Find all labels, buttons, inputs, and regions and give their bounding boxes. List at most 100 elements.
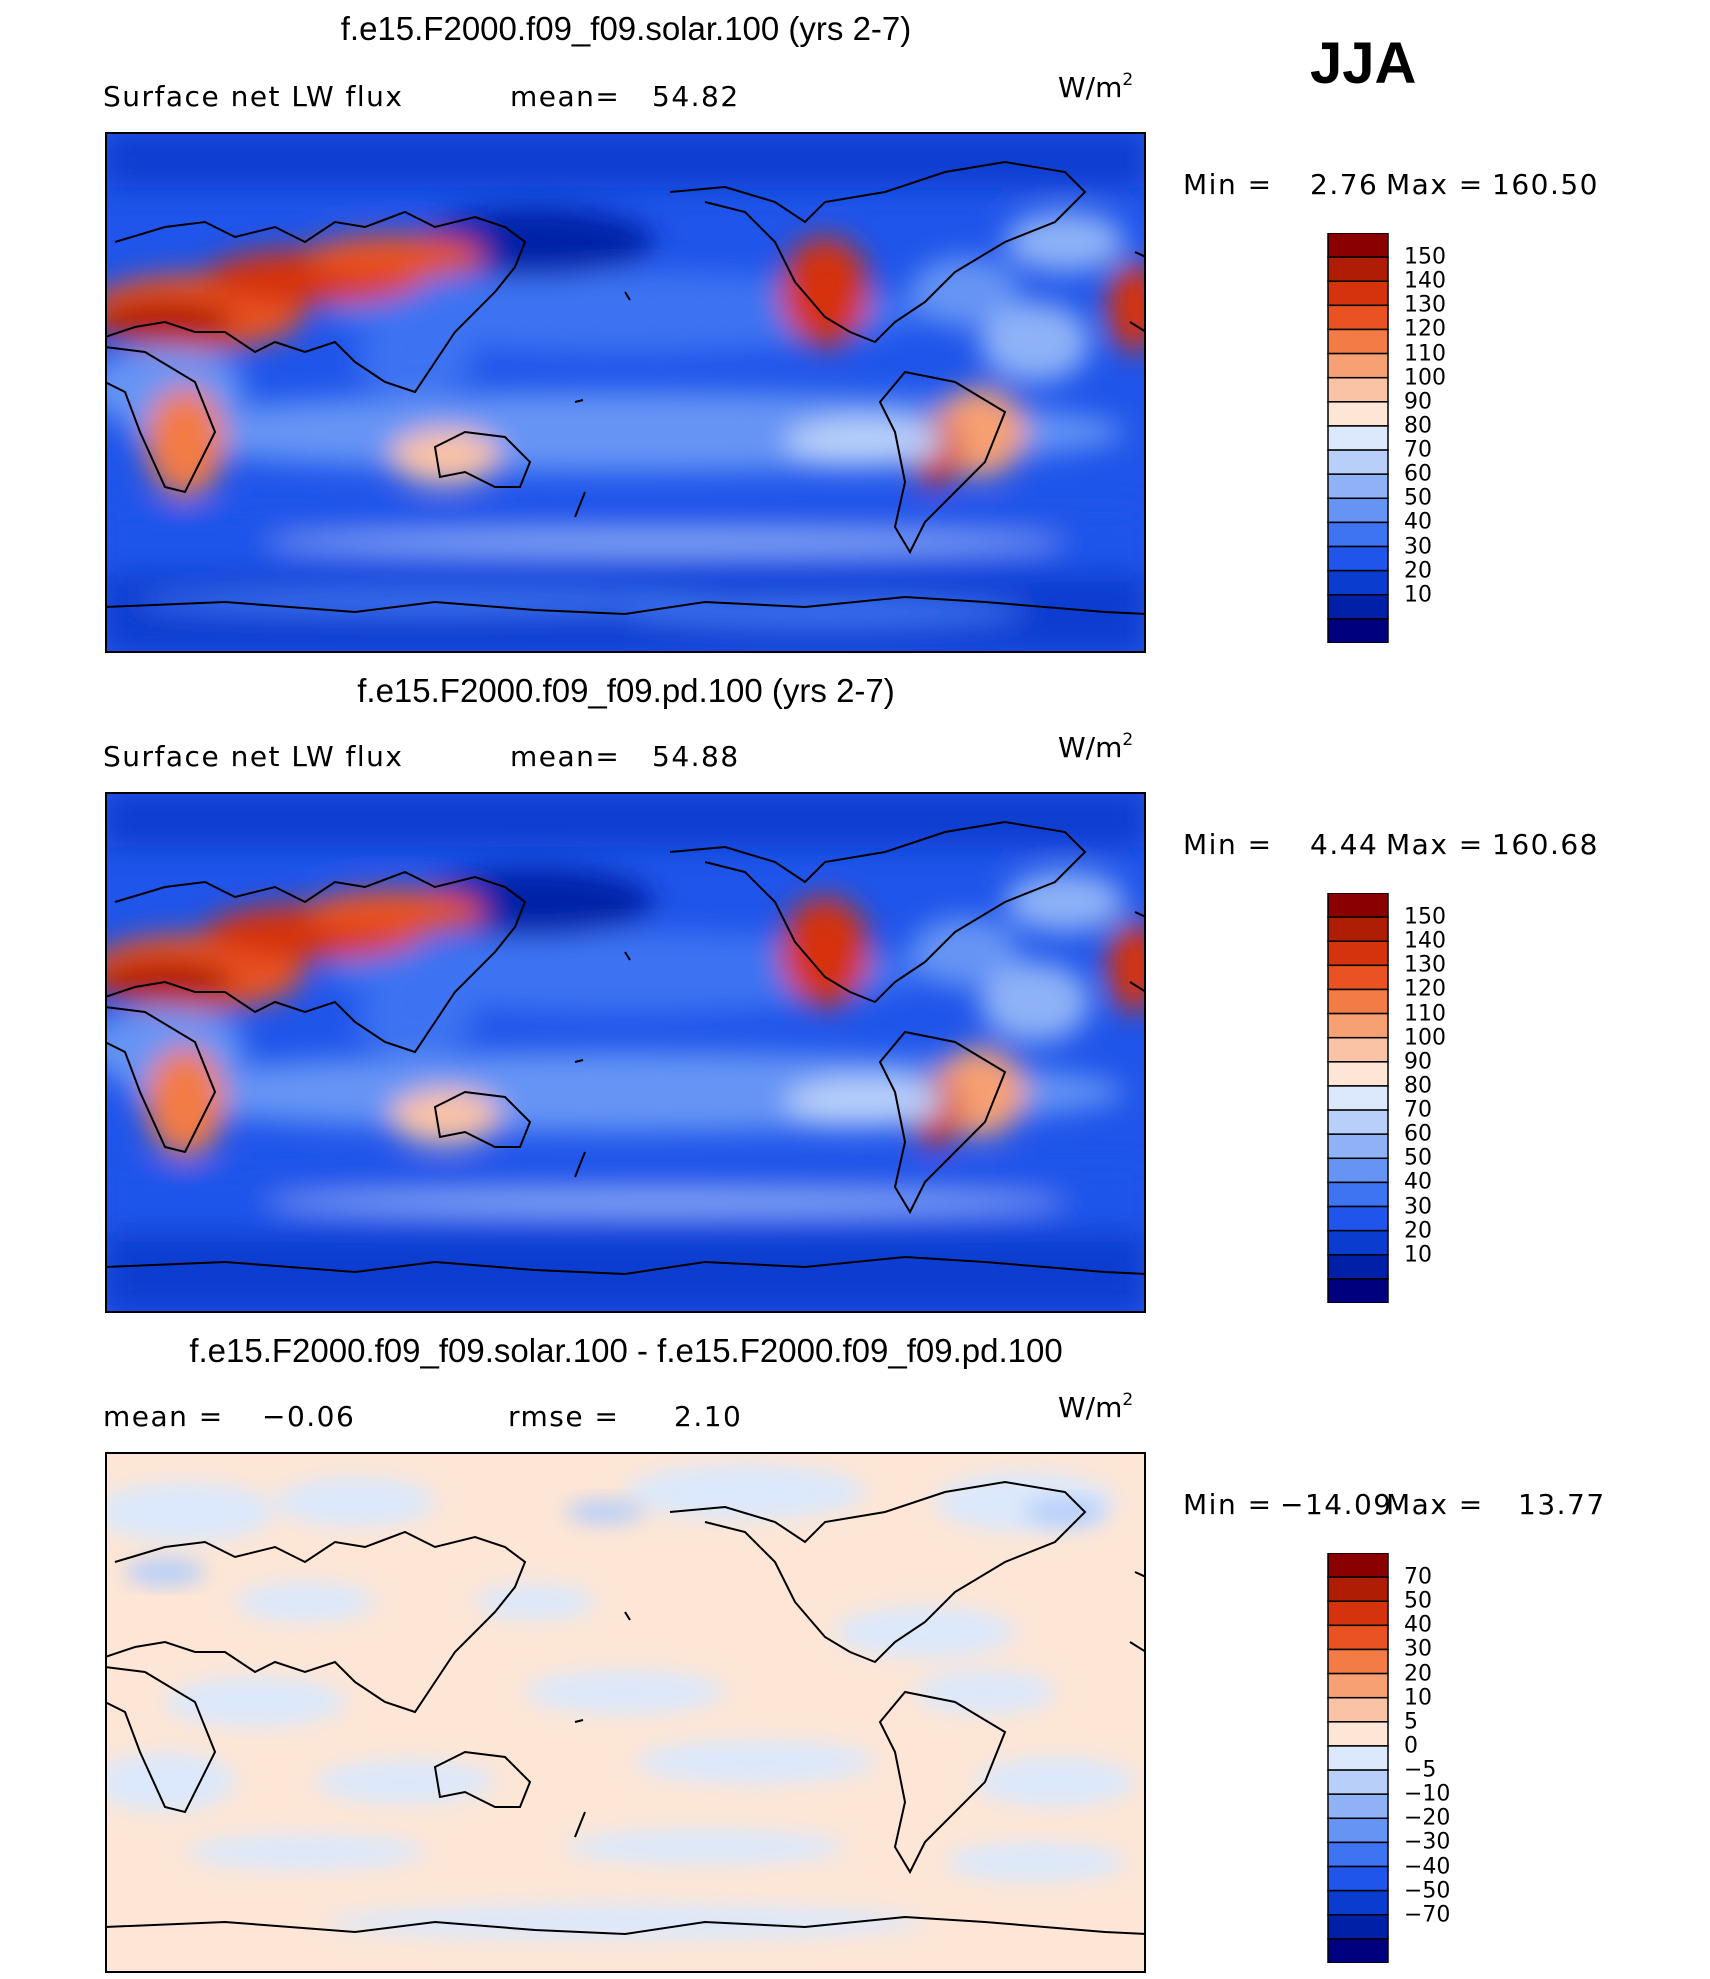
colorbar-tick-label: 40 <box>1404 509 1432 535</box>
colorbar-box <box>1327 1157 1389 1184</box>
colorbar-tick-label: 70 <box>1404 1097 1432 1123</box>
colorbar-tick-label: 60 <box>1404 461 1432 487</box>
panel1-colorbar <box>1327 233 1389 643</box>
panel2-map <box>105 792 1146 1313</box>
colorbar-tick-label: 110 <box>1404 1001 1446 1027</box>
colorbar-box <box>1327 1181 1389 1208</box>
colorbar-box <box>1327 1745 1389 1771</box>
panel1-map <box>105 132 1146 653</box>
panel3-min-value: −14.09 <box>1280 1488 1393 1521</box>
colorbar-box <box>1327 988 1389 1015</box>
colorbar-tick-label: −10 <box>1404 1781 1451 1807</box>
colorbar-tick-label: 130 <box>1404 292 1446 318</box>
colorbar-tick-label: 10 <box>1404 1685 1432 1711</box>
coastlines <box>105 1480 1146 1936</box>
colorbar-box <box>1327 545 1389 572</box>
panel1-title: f.e15.F2000.f09_f09.solar.100 (yrs 2-7) <box>340 10 912 47</box>
panel1-mean-value: 54.82 <box>652 80 740 113</box>
colorbar-tick-label: 60 <box>1404 1121 1432 1147</box>
colorbar-tick-label: 80 <box>1404 413 1432 439</box>
colorbar-box <box>1327 233 1389 258</box>
colorbar-box <box>1327 893 1389 918</box>
colorbar-tick-label: 90 <box>1404 1049 1432 1075</box>
colorbar-box <box>1327 328 1389 355</box>
colorbar-box <box>1327 1036 1389 1063</box>
colorbar-box <box>1327 1553 1389 1578</box>
panel2-mean-label: mean= <box>510 740 621 773</box>
colorbar-box <box>1327 569 1389 596</box>
colorbar-box <box>1327 1817 1389 1844</box>
season-label: JJA <box>1310 31 1417 96</box>
panel3-mean-value: −0.06 <box>262 1400 356 1433</box>
colorbar-tick-label: 30 <box>1404 1194 1432 1220</box>
panel1-min-label: Min = <box>1183 168 1273 201</box>
panel3-title: f.e15.F2000.f09_f09.solar.100 - f.e15.F2… <box>189 1332 1063 1369</box>
colorbar-box <box>1327 1600 1389 1627</box>
colorbar-box <box>1327 1229 1389 1256</box>
colorbar-tick-label: 20 <box>1404 1661 1432 1687</box>
colorbar-box <box>1327 618 1389 643</box>
colorbar-tick-label: −50 <box>1404 1878 1451 1904</box>
colorbar-tick-label: 50 <box>1404 1588 1432 1614</box>
colorbar-box <box>1327 256 1389 282</box>
colorbar-box <box>1327 1696 1389 1723</box>
colorbar-tick-label: 110 <box>1404 341 1446 367</box>
colorbar-tick-label: 90 <box>1404 389 1432 415</box>
colorbar-tick-label: 140 <box>1404 268 1446 294</box>
panel1-min-value: 2.76 <box>1310 168 1379 201</box>
colorbar-box <box>1327 473 1389 500</box>
panel1-max-label: Max = <box>1386 168 1484 201</box>
panel1-unit: W/m2 <box>1058 70 1134 104</box>
colorbar-box <box>1327 940 1389 967</box>
colorbar-box <box>1327 916 1389 942</box>
colorbar-tick-label: 0 <box>1404 1733 1418 1759</box>
panel3-colorbar <box>1327 1553 1389 1963</box>
colorbar-tick-label: −20 <box>1404 1805 1451 1831</box>
colorbar-box <box>1327 1938 1389 1963</box>
panel2-colorbar <box>1327 893 1389 1303</box>
colorbar-tick-label: 150 <box>1404 244 1446 270</box>
colorbar-box <box>1327 1205 1389 1232</box>
panel2-mean-value: 54.88 <box>652 740 740 773</box>
colorbar-tick-label: 150 <box>1404 904 1446 930</box>
colorbar-box <box>1327 964 1389 991</box>
colorbar-tick-label: 40 <box>1404 1612 1432 1638</box>
panel3-max-value: 13.77 <box>1518 1488 1606 1521</box>
colorbar-tick-label: 100 <box>1404 365 1446 391</box>
colorbar-box <box>1327 304 1389 331</box>
colorbar-tick-label: −40 <box>1404 1854 1451 1880</box>
colorbar-box <box>1327 1865 1389 1892</box>
colorbar-tick-label: 30 <box>1404 1636 1432 1662</box>
colorbar-box <box>1327 425 1389 451</box>
panel3-map <box>105 1452 1146 1973</box>
colorbar-tick-label: 130 <box>1404 952 1446 978</box>
colorbar-box <box>1327 1769 1389 1795</box>
colorbar-tick-label: 120 <box>1404 316 1446 342</box>
colorbar-tick-label: −70 <box>1404 1902 1451 1928</box>
colorbar-tick-label: 10 <box>1404 582 1432 608</box>
colorbar-box <box>1327 1648 1389 1675</box>
colorbar-box <box>1327 1278 1389 1303</box>
colorbar-box <box>1327 1889 1389 1916</box>
colorbar-box <box>1327 280 1389 307</box>
colorbar-box <box>1327 521 1389 548</box>
panel1-mean-label: mean= <box>510 80 621 113</box>
colorbar-box <box>1327 1254 1389 1280</box>
colorbar-tick-label: 30 <box>1404 534 1432 560</box>
colorbar-box <box>1327 1085 1389 1111</box>
panel3-rmse-label: rmse = <box>508 1400 620 1433</box>
colorbar-tick-label: 5 <box>1404 1709 1418 1735</box>
colorbar-box <box>1327 1012 1389 1039</box>
panel2-unit: W/m2 <box>1058 730 1134 764</box>
colorbar-tick-label: 120 <box>1404 976 1446 1002</box>
colorbar-box <box>1327 352 1389 379</box>
panel2-max-label: Max = <box>1386 828 1484 861</box>
colorbar-tick-label: −30 <box>1404 1829 1451 1855</box>
colorbar-tick-label: 50 <box>1404 485 1432 511</box>
panel2-max-value: 160.68 <box>1492 828 1599 861</box>
panel3-max-label: Max = <box>1386 1488 1484 1521</box>
panel3-mean-label: mean = <box>103 1400 224 1433</box>
colorbar-tick-label: 20 <box>1404 558 1432 584</box>
colorbar-box <box>1327 1576 1389 1602</box>
coastlines <box>105 820 1146 1276</box>
